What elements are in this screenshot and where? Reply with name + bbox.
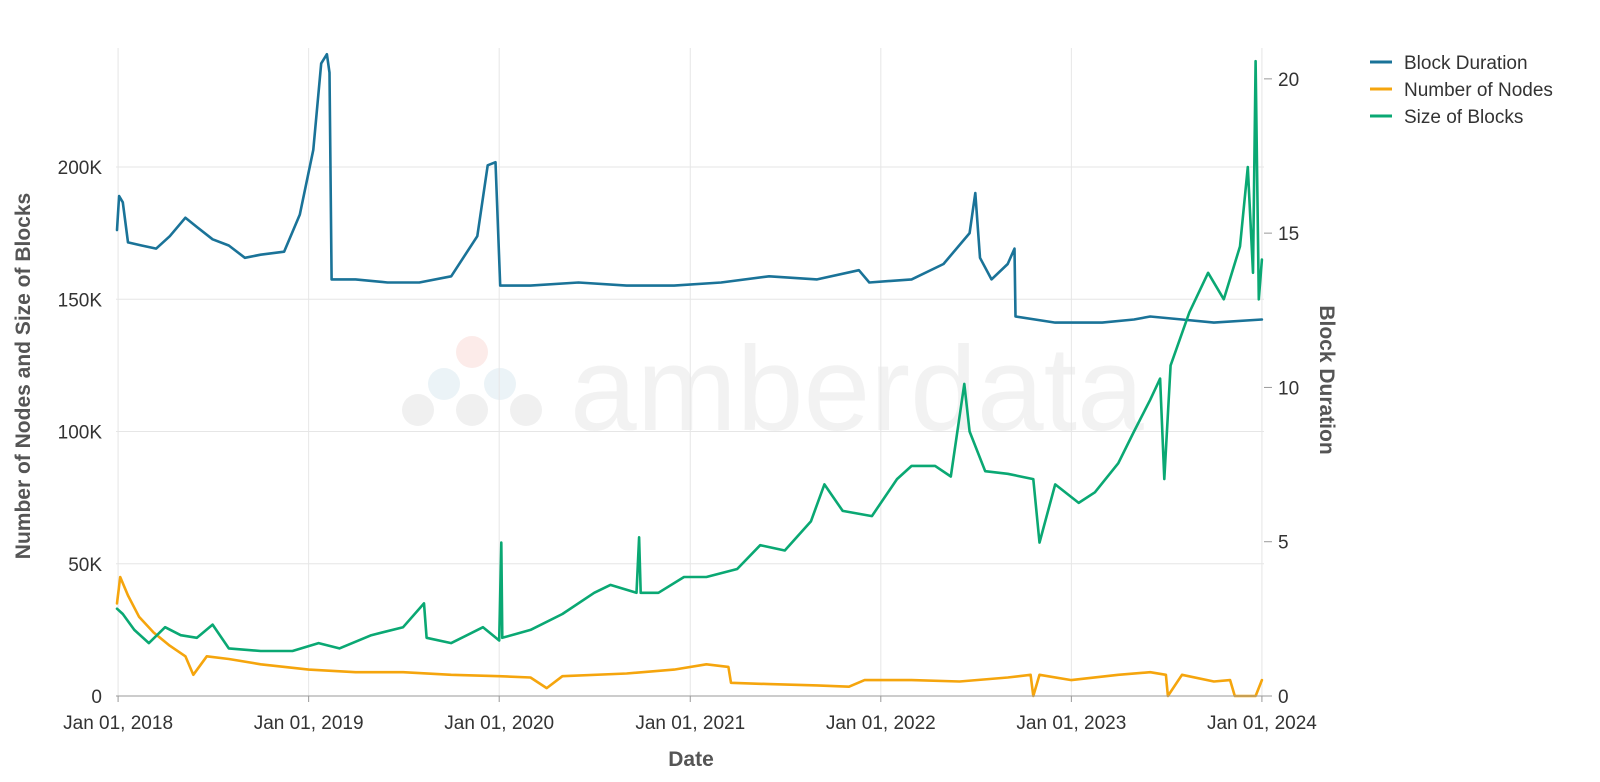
watermark-logo-dot bbox=[510, 394, 542, 426]
y-right-tick-label: 15 bbox=[1278, 224, 1299, 245]
watermark-logo-dot bbox=[456, 394, 488, 426]
y-right-tick-label: 0 bbox=[1278, 687, 1289, 708]
x-tick-label: Jan 01, 2022 bbox=[826, 713, 936, 734]
x-tick-label: Jan 01, 2020 bbox=[444, 713, 554, 734]
legend-label-block-duration: Block Duration bbox=[1404, 53, 1528, 74]
x-tick-label: Jan 01, 2021 bbox=[635, 713, 745, 734]
y-left-tick-label: 50K bbox=[68, 555, 102, 576]
x-tick-label: Jan 01, 2018 bbox=[63, 713, 173, 734]
grid-lines bbox=[116, 48, 1264, 696]
watermark-logo-dot bbox=[456, 336, 488, 368]
legend-label-size-of-blocks: Size of Blocks bbox=[1404, 107, 1523, 128]
y-left-tick-label: 150K bbox=[58, 290, 103, 311]
watermark: amberdata bbox=[402, 322, 1144, 456]
series-line-number-of-nodes bbox=[115, 575, 1264, 698]
y-left-tick-label: 200K bbox=[58, 158, 103, 179]
series-layer bbox=[115, 52, 1264, 698]
series-line-size-of-blocks bbox=[115, 59, 1264, 653]
x-axis-title: Date bbox=[668, 748, 714, 771]
legend-label-number-of-nodes: Number of Nodes bbox=[1404, 80, 1553, 101]
y-right-tick-label: 5 bbox=[1278, 533, 1289, 554]
y-right-tick-label: 10 bbox=[1278, 378, 1299, 399]
legend: Block Duration Number of Nodes Size of Blo… bbox=[1370, 53, 1553, 128]
x-tick-label: Jan 01, 2023 bbox=[1016, 713, 1126, 734]
series-line-block-duration bbox=[115, 52, 1264, 324]
y-left-tick-label: 100K bbox=[58, 423, 103, 444]
watermark-logo-dot bbox=[428, 368, 460, 400]
y-axis-right-title: Block Duration bbox=[1315, 305, 1338, 454]
y-axis-left-title: Number of Nodes and Size of Blocks bbox=[12, 193, 35, 559]
x-tick-label: Jan 01, 2024 bbox=[1207, 713, 1317, 734]
watermark-logo-dot bbox=[402, 394, 434, 426]
axes: Jan 01, 2018 Jan 01, 2019 Jan 01, 2020 Jan … bbox=[58, 70, 1318, 734]
watermark-logo-dot bbox=[484, 368, 516, 400]
x-tick-label: Jan 01, 2019 bbox=[254, 713, 364, 734]
y-right-tick-label: 20 bbox=[1278, 70, 1299, 91]
y-left-tick-label: 0 bbox=[91, 687, 102, 708]
watermark-text: amberdata bbox=[570, 322, 1144, 456]
